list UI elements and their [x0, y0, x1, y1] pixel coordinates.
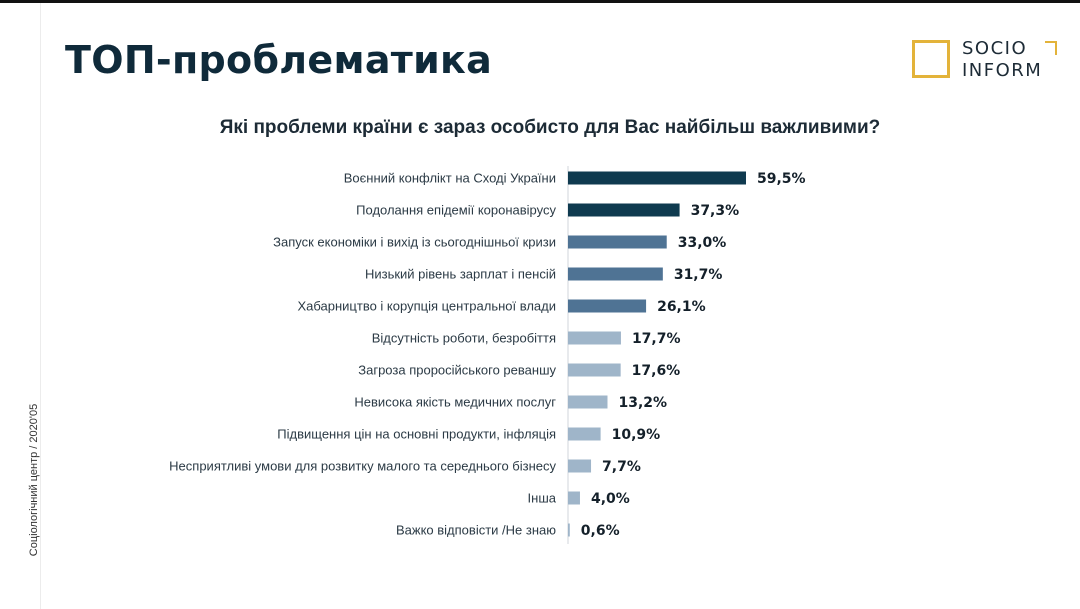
chart-question: Які проблеми країни є зараз особисто для… — [219, 117, 881, 138]
category-label: Хабарництво і корупція центральної влади — [297, 299, 556, 314]
value-label: 59,5% — [757, 171, 806, 187]
value-label: 26,1% — [657, 299, 706, 315]
category-label: Загроза проросійського реваншу — [358, 363, 556, 378]
logo-square-icon — [912, 40, 950, 78]
value-label: 0,6% — [581, 523, 620, 539]
logo-line-2: INFORM — [962, 60, 1043, 81]
value-label: 4,0% — [591, 491, 630, 507]
top-border — [0, 0, 1080, 3]
value-label: 31,7% — [674, 267, 723, 283]
bar — [568, 491, 580, 505]
bar — [568, 235, 667, 249]
category-label: Запуск економіки і вихід із сьогоднішньо… — [273, 235, 556, 250]
value-label: 17,7% — [632, 331, 681, 347]
value-label: 13,2% — [618, 395, 667, 411]
category-label: Воєнний конфлікт на Сході України — [344, 171, 556, 186]
logo-line-1: SOCIO — [962, 38, 1028, 59]
socio-inform-logo: SOCIO INFORM — [912, 38, 1062, 88]
bar — [568, 427, 601, 441]
category-label: Інша — [528, 491, 557, 506]
value-label: 37,3% — [691, 203, 740, 219]
logo-bracket-icon — [1045, 41, 1057, 55]
page-title: ТОП-проблематика — [65, 38, 493, 82]
value-label: 7,7% — [602, 459, 641, 475]
category-label: Подолання епідемії коронавірусу — [356, 203, 556, 218]
category-label: Відсутність роботи, безробіття — [372, 331, 556, 346]
bar — [568, 267, 663, 281]
bar — [568, 203, 680, 217]
category-label: Невисока якість медичних послуг — [354, 395, 556, 410]
bar — [568, 299, 647, 313]
value-label: 10,9% — [612, 427, 661, 443]
bar — [568, 363, 621, 377]
bar — [568, 459, 592, 473]
bar — [568, 523, 570, 537]
bar — [568, 331, 621, 345]
category-label: Несприятливі умови для розвитку малого т… — [169, 459, 556, 474]
logo-text: SOCIO INFORM — [962, 38, 1042, 82]
slide — [40, 3, 1080, 609]
bar — [568, 171, 746, 185]
value-label: 33,0% — [678, 235, 727, 251]
category-label: Низький рівень зарплат і пенсій — [365, 267, 556, 282]
value-label: 17,6% — [632, 363, 681, 379]
bar — [568, 395, 608, 409]
category-label: Підвищення цін на основні продукти, інфл… — [277, 427, 556, 442]
category-label: Важко відповісти /Не знаю — [396, 523, 556, 538]
